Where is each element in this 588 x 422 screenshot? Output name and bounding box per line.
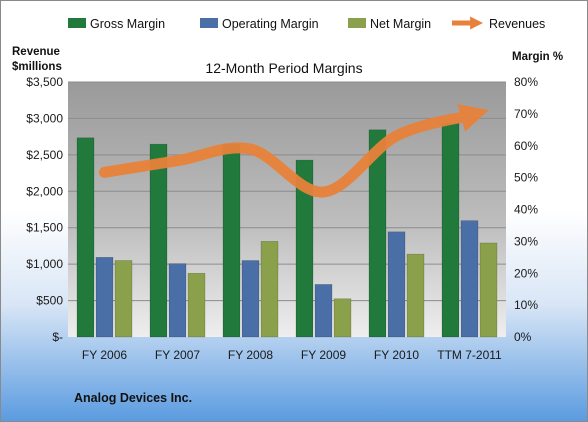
category-label: TTM 7-2011 <box>437 348 502 362</box>
chart-title: 12-Month Period Margins <box>205 60 362 76</box>
bar-gross-margin <box>368 129 387 338</box>
left-tick-label: $2,500 <box>26 148 63 162</box>
legend-swatch-operating-margin <box>200 18 218 28</box>
bar-gross-margin <box>222 143 241 338</box>
legend-label-operating-margin: Operating Margin <box>222 17 319 31</box>
revenue-line <box>99 104 489 198</box>
right-tick-label: 80% <box>514 75 538 89</box>
left-tick-label: $3,500 <box>26 75 63 89</box>
legend-label-net-margin: Net Margin <box>370 17 431 31</box>
bar-operating-margin <box>95 257 114 338</box>
legend-item-gross-margin: Gross Margin <box>68 17 165 31</box>
bar-net-margin <box>187 272 206 338</box>
bar-net-margin <box>333 298 352 338</box>
company-name: Analog Devices Inc. <box>74 391 192 405</box>
legend-item-operating-margin: Operating Margin <box>200 17 319 31</box>
category-label: FY 2008 <box>228 348 273 362</box>
left-axis-title-line2: $millions <box>12 61 62 73</box>
bar-gross-margin <box>441 123 460 338</box>
bar-net-margin <box>114 260 133 338</box>
left-axis-title-line1: Revenue <box>12 46 60 58</box>
bar-operating-margin <box>314 284 333 338</box>
legend-label-gross-margin: Gross Margin <box>90 17 165 31</box>
right-tick-label: 50% <box>514 171 538 185</box>
bar-gross-margin <box>149 143 168 338</box>
category-label: FY 2009 <box>301 348 346 362</box>
right-tick-label: 20% <box>514 266 538 280</box>
bar-operating-margin <box>168 263 187 338</box>
left-tick-label: $3,000 <box>26 111 63 125</box>
line-layer <box>99 104 489 198</box>
right-axis-title: Margin % <box>512 51 563 63</box>
axis-labels: $- $500 $1,000 $1,500 $2,000 $2,500 $3,000 $3,5… <box>26 75 538 362</box>
left-tick-label: $1,500 <box>26 221 63 235</box>
category-label: FY 2007 <box>155 348 200 362</box>
left-tick-label: $- <box>52 330 63 344</box>
legend-swatch-net-margin <box>348 18 366 28</box>
right-tick-label: 0% <box>514 330 532 344</box>
legend: Gross Margin Operating Margin Net Margin… <box>68 16 545 31</box>
legend-item-net-margin: Net Margin <box>348 17 431 31</box>
bar-net-margin <box>479 242 498 338</box>
left-tick-label: $1,000 <box>26 257 63 271</box>
legend-swatch-gross-margin <box>68 18 86 28</box>
bar-operating-margin <box>460 220 479 338</box>
left-tick-label: $500 <box>36 294 63 308</box>
left-tick-label: $2,000 <box>26 184 63 198</box>
legend-item-revenues: Revenues <box>452 16 545 31</box>
right-tick-label: 10% <box>514 298 538 312</box>
legend-label-revenues: Revenues <box>489 17 545 31</box>
right-tick-label: 70% <box>514 107 538 121</box>
bar-gross-margin <box>76 137 95 338</box>
category-label: FY 2010 <box>374 348 419 362</box>
bar-layer <box>76 123 498 338</box>
bar-operating-margin <box>387 231 406 338</box>
bar-operating-margin <box>241 260 260 338</box>
bar-net-margin <box>406 253 425 338</box>
category-label: FY 2006 <box>82 348 127 362</box>
right-tick-label: 40% <box>514 203 538 217</box>
right-tick-label: 30% <box>514 234 538 248</box>
bar-net-margin <box>260 241 279 338</box>
bar-gross-margin <box>295 159 314 338</box>
right-tick-label: 60% <box>514 139 538 153</box>
